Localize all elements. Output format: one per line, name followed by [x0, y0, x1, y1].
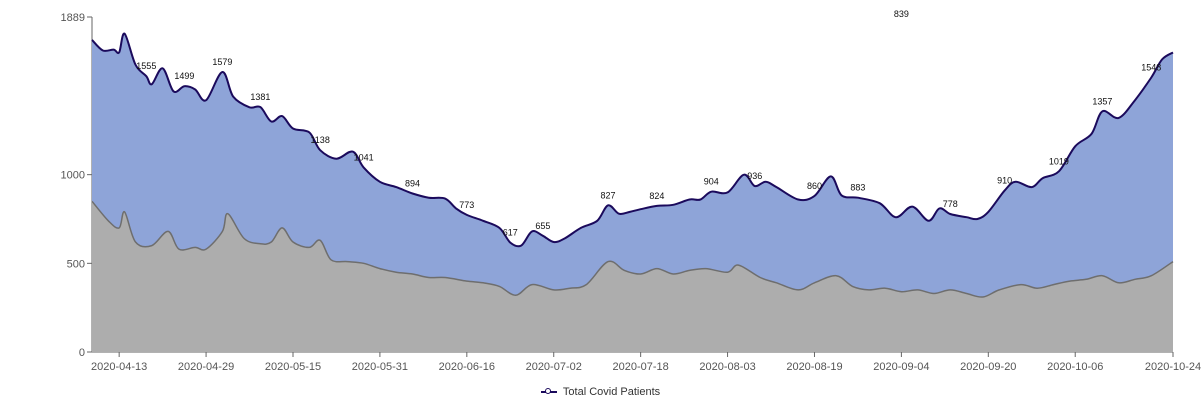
- x-tick-label: 2020-10-24: [1145, 361, 1201, 373]
- legend-series-label: Total Covid Patients: [562, 386, 661, 399]
- data-label: 883: [850, 183, 865, 193]
- data-label: 773: [459, 200, 474, 210]
- data-label: 778: [943, 199, 958, 209]
- x-axis: 2020-04-13 2020-04-29 2020-05-15 2020-05-31…: [91, 351, 1201, 373]
- data-label: 910: [997, 176, 1012, 186]
- data-label: 1381: [250, 92, 270, 102]
- y-tick-label: 1000: [61, 170, 85, 182]
- x-tick-label: 2020-08-03: [699, 361, 755, 373]
- data-label: 860: [807, 181, 822, 191]
- data-label: 1357: [1092, 96, 1112, 106]
- lower-series-line: [91, 200, 1174, 298]
- x-tick-label: 2020-05-31: [352, 361, 408, 373]
- x-tick-label: 2020-08-19: [786, 361, 842, 373]
- total-series-line: [91, 32, 1174, 248]
- data-label: 904: [704, 177, 719, 187]
- lower-series-area: [92, 201, 1173, 352]
- x-tick-label: 2020-07-02: [526, 361, 582, 373]
- legend[interactable]: Total Covid Patients: [0, 386, 1201, 398]
- data-label: 1579: [212, 57, 232, 67]
- y-axis: 0 500 1000 1889: [61, 12, 93, 359]
- y-tick-label: 1889: [61, 12, 85, 24]
- x-tick-label: 2020-09-20: [960, 361, 1016, 373]
- x-tick-label: 2020-05-15: [265, 361, 321, 373]
- data-labels: 1555 1499 1579 1381 1138 1041 894 773 617 655 827 8…: [136, 9, 1161, 238]
- data-label: 1019: [1049, 156, 1069, 166]
- x-tick-label: 2020-06-16: [439, 361, 495, 373]
- x-tick-label: 2020-04-13: [91, 361, 147, 373]
- x-tick-label: 2020-07-18: [613, 361, 669, 373]
- legend-series-marker-icon: [540, 387, 557, 397]
- data-label: 1138: [310, 135, 329, 145]
- data-label: 936: [747, 171, 762, 181]
- data-label: 827: [601, 190, 616, 200]
- data-label: 1548: [1141, 62, 1161, 72]
- data-label: 655: [535, 221, 550, 231]
- data-label: 1041: [354, 152, 374, 162]
- x-tick-label: 2020-10-06: [1047, 361, 1103, 373]
- data-label: 1555: [136, 61, 156, 71]
- data-label: 824: [649, 191, 664, 201]
- data-label: 1499: [174, 71, 194, 81]
- x-tick-label: 2020-04-29: [178, 361, 234, 373]
- data-label: 617: [503, 228, 518, 238]
- series-areas: [91, 32, 1174, 352]
- data-label: 894: [405, 178, 420, 188]
- y-tick-label: 500: [67, 258, 85, 270]
- x-tick-label: 2020-09-04: [873, 361, 929, 373]
- data-label: 839: [894, 9, 909, 19]
- y-tick-label: 0: [79, 347, 85, 359]
